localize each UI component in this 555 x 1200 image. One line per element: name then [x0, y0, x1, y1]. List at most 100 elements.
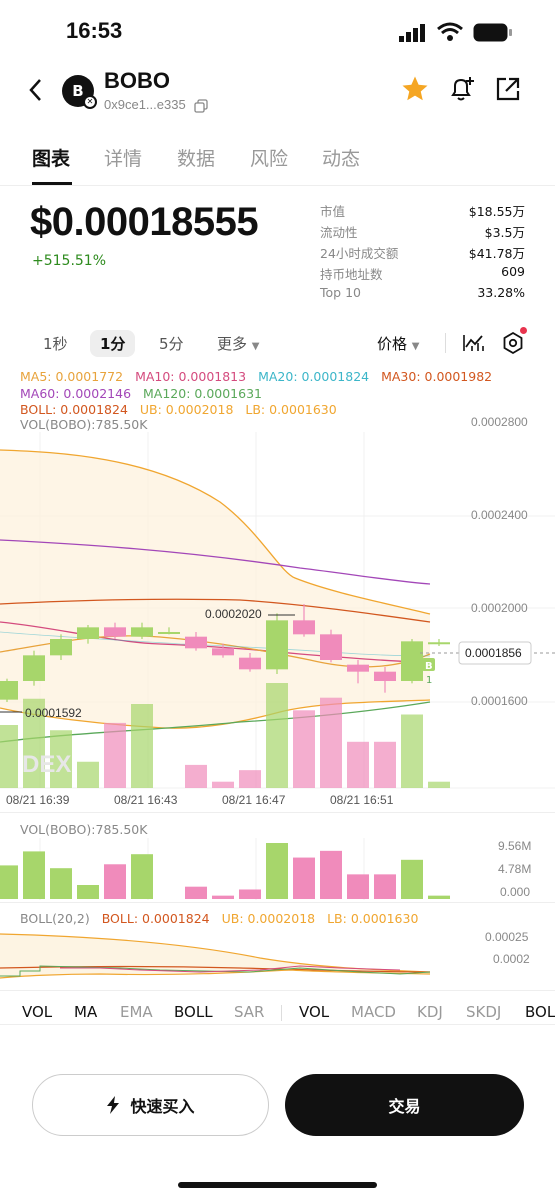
high-marker: 0.0002020	[205, 607, 262, 621]
boll-axis-label: 0.0002	[493, 952, 530, 966]
indicator-chart-icon[interactable]	[463, 333, 485, 357]
x-axis-label: 08/21 16:43	[114, 793, 178, 807]
timeframe-1m[interactable]: 1分	[90, 330, 136, 357]
volume-bar	[293, 857, 315, 899]
volume-bar	[23, 851, 45, 899]
toolbar-divider	[445, 333, 446, 353]
indicator-tab-ma[interactable]: MA	[74, 1003, 98, 1021]
indicator-tab-kdj[interactable]: KDJ	[417, 1003, 443, 1021]
ma30-label: MA30: 0.0001982	[381, 369, 493, 384]
share-icon[interactable]	[495, 76, 521, 106]
volume-chart[interactable]	[0, 838, 555, 902]
candle	[212, 648, 234, 656]
divider	[0, 1024, 555, 1025]
status-time: 16:53	[66, 18, 123, 43]
indicator-tab-vol[interactable]: VOL	[22, 1003, 53, 1021]
volume-bar-overlay	[293, 710, 315, 788]
lb-label: LB: 0.0001630	[245, 402, 337, 417]
candle	[185, 636, 207, 649]
divider	[0, 185, 555, 186]
y-axis-label: 0.0002400	[471, 508, 528, 522]
ma-legend-row: MA5: 0.0001772 MA10: 0.0001813 MA20: 0.0…	[20, 369, 500, 384]
ma20-label: MA20: 0.0001824	[258, 369, 370, 384]
volume-bar	[131, 854, 153, 899]
divider	[0, 812, 555, 813]
star-icon[interactable]	[400, 74, 430, 108]
volume-bar-overlay	[104, 722, 126, 788]
indicator-tab-sar[interactable]: SAR	[234, 1003, 265, 1021]
volume-bar	[185, 886, 207, 899]
chart-settings-icon[interactable]	[501, 327, 527, 359]
chevron-down-icon: ▼	[251, 341, 260, 352]
boll-legend-row: BOLL: 0.0001824 UB: 0.0002018 LB: 0.0001…	[20, 402, 345, 417]
copy-icon[interactable]	[194, 98, 208, 117]
volume-bar	[239, 889, 261, 899]
vol-axis-label: 0.000	[500, 885, 531, 899]
price-mode-select[interactable]: 价格 ▼	[377, 335, 420, 353]
indicator-tab-vol-sub[interactable]: VOL	[299, 1003, 330, 1021]
low-marker: 0.0001592	[25, 706, 82, 720]
y-axis-label: 0.0001600	[471, 694, 528, 708]
volume-bar	[428, 895, 450, 899]
timeframe-more[interactable]: 更多 ▼	[217, 335, 260, 353]
vol-axis-label: 4.78M	[498, 862, 532, 876]
candle	[293, 620, 315, 635]
candle	[0, 681, 18, 700]
notification-dot	[520, 327, 527, 334]
token-name: BOBO	[104, 68, 170, 93]
add-alert-icon[interactable]	[447, 74, 477, 108]
indicator-tab-boll-sub[interactable]: BOL	[525, 1003, 555, 1021]
ma60-label: MA60: 0.0002146	[20, 386, 132, 401]
volume-bar	[212, 895, 234, 899]
token-avatar: B ✕	[62, 75, 97, 109]
vol-axis-label: 9.56M	[498, 839, 532, 853]
boll-chart[interactable]	[0, 928, 555, 990]
y-axis-label: 0.0002000	[471, 601, 528, 615]
tab-risk[interactable]: 风险	[250, 148, 289, 170]
volume-bar	[374, 874, 396, 899]
volume-bar	[104, 864, 126, 899]
volume-bar-overlay	[77, 761, 99, 788]
stat-row: 持币地址数 609	[320, 264, 525, 282]
indicator-tab-ema[interactable]: EMA	[120, 1003, 153, 1021]
y-axis-label: 0.0002800	[471, 415, 528, 429]
candle	[239, 657, 261, 670]
timeframe-5m[interactable]: 5分	[159, 335, 184, 353]
divider	[0, 902, 555, 903]
wifi-icon	[437, 22, 463, 46]
svg-text:B: B	[425, 661, 433, 672]
volume-bar	[401, 859, 423, 899]
tab-chart[interactable]: 图表	[32, 148, 71, 170]
x-axis-label: 08/21 16:51	[330, 793, 394, 807]
x-axis-label: 08/21 16:39	[6, 793, 70, 807]
price-chart[interactable]: DEX 0.0002020 0.0001592 0.0001856 B 1	[0, 432, 555, 812]
stat-row: Top 10 33.28%	[320, 285, 525, 300]
candle	[320, 634, 342, 660]
volume-bar	[50, 868, 72, 899]
buy-marker	[422, 658, 435, 671]
indicator-tab-boll[interactable]: BOLL	[174, 1003, 213, 1021]
candle	[401, 641, 423, 681]
timeframe-1s[interactable]: 1秒	[43, 335, 68, 353]
boll-subchart-legend: BOLL(20,2) BOLL: 0.0001824 UB: 0.0002018…	[20, 911, 419, 926]
quick-buy-button[interactable]: 快速买入	[32, 1074, 269, 1136]
volume-bar	[320, 850, 342, 899]
tab-data[interactable]: 数据	[177, 148, 216, 170]
trade-button[interactable]: 交易	[285, 1074, 524, 1136]
tab-activity[interactable]: 动态	[322, 148, 361, 170]
volume-bar-overlay	[23, 698, 45, 788]
volume-bar	[77, 885, 99, 899]
svg-text:1: 1	[426, 675, 432, 686]
volume-bar-overlay	[401, 714, 423, 788]
candle	[374, 671, 396, 681]
boll-label: BOLL: 0.0001824	[20, 402, 128, 417]
vol-subchart-label: VOL(BOBO):785.50K	[20, 822, 148, 837]
indicator-tab-skdj[interactable]: SKDJ	[466, 1003, 502, 1021]
ma5-label: MA5: 0.0001772	[20, 369, 124, 384]
indicator-tab-macd[interactable]: MACD	[351, 1003, 396, 1021]
x-axis-label: 08/21 16:47	[222, 793, 286, 807]
back-icon[interactable]	[28, 78, 44, 106]
tab-details[interactable]: 详情	[104, 148, 143, 170]
price-change: +515.51%	[32, 253, 107, 269]
tab-underline	[32, 182, 72, 185]
